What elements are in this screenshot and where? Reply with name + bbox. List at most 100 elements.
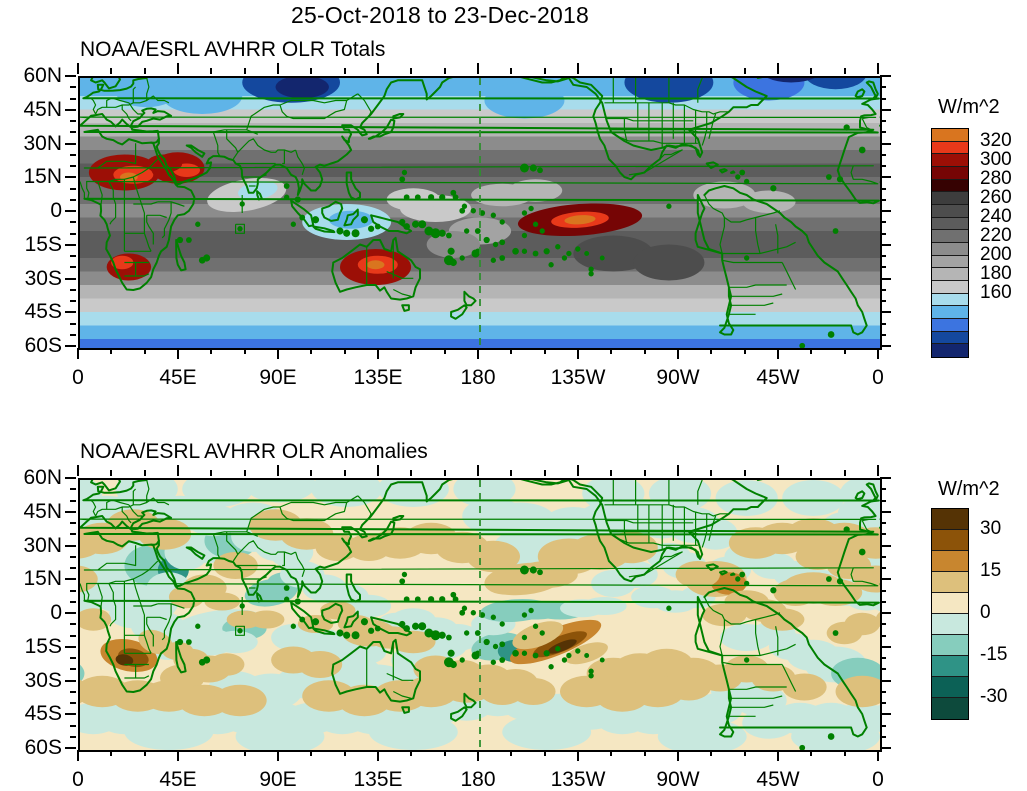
y-tick-right [880, 702, 886, 704]
x-tick-top [610, 470, 613, 476]
x-tick-top [343, 470, 346, 476]
colorbar-tick-label: 30 [980, 518, 1002, 539]
colorbar-tick-label: 160 [980, 281, 1012, 303]
x-axis-label: 0 [72, 768, 84, 791]
y-tick-right [880, 488, 886, 491]
colorbar-tick-label: 220 [980, 224, 1012, 246]
y-axis-label: 30S [24, 266, 62, 290]
x-tick [377, 348, 379, 359]
colorbar-tick-label: 0 [980, 602, 991, 623]
colorbar-band [932, 141, 968, 155]
panel-title-anomalies: NOAA/ESRL AVHRR OLR Anomalies [80, 440, 428, 463]
x-tick [243, 348, 246, 354]
y-tick-right [880, 477, 891, 479]
colorbar-tick-label: 300 [980, 148, 1012, 170]
x-tick-top [410, 68, 413, 74]
y-tick [65, 243, 76, 246]
y-tick [70, 735, 76, 738]
y-tick-right [880, 255, 886, 257]
y-tick [70, 255, 76, 257]
colorbar-tick-label: 200 [980, 243, 1012, 265]
y-axis-label: 60S [24, 334, 62, 357]
colorbar-band [932, 656, 968, 677]
y-tick-right [880, 747, 891, 749]
colorbar-tick-label: 15 [980, 560, 1002, 581]
x-tick [643, 348, 646, 354]
x-tick [177, 348, 179, 359]
x-tick-top [277, 465, 279, 476]
y-axis-label: 60N [23, 466, 62, 489]
y-tick-right [880, 567, 886, 569]
y-tick-right [880, 690, 886, 693]
x-tick-top [477, 465, 479, 476]
x-tick [710, 348, 713, 354]
x-axis-label: 135W [550, 768, 606, 791]
x-tick [710, 750, 713, 756]
x-tick-top [177, 63, 179, 74]
y-axis-label: 0 [50, 601, 62, 624]
y-tick [70, 555, 76, 558]
x-tick [177, 750, 179, 761]
colorbar-units-anomalies: W/m^2 [938, 478, 1000, 500]
colorbar-band [932, 593, 968, 614]
x-axis-label: 90W [656, 366, 700, 389]
y-tick [70, 131, 76, 134]
y-tick-right [880, 210, 891, 212]
x-tick [210, 750, 213, 756]
y-tick-right [880, 522, 886, 524]
x-tick [543, 348, 546, 354]
x-tick-top [143, 470, 146, 476]
y-tick [65, 75, 76, 77]
x-tick [577, 750, 579, 761]
y-axis-label: 15N [23, 567, 62, 591]
x-axis-label: 135E [353, 768, 403, 791]
y-tick-right [880, 142, 891, 145]
x-tick-top [843, 470, 846, 476]
colorbar-band [932, 230, 968, 243]
x-tick-top [777, 465, 779, 476]
x-axis-label: 90W [656, 768, 700, 791]
x-tick [877, 348, 879, 359]
map-plot-totals[interactable] [78, 76, 882, 350]
panel-title-totals: NOAA/ESRL AVHRR OLR Totals [80, 38, 386, 61]
x-tick [510, 348, 513, 354]
y-tick [70, 97, 76, 100]
x-tick [343, 750, 346, 756]
y-tick [70, 690, 76, 693]
map-plot-anomalies[interactable] [78, 478, 882, 752]
x-tick-top [510, 68, 513, 74]
x-axis-label: 180 [460, 768, 496, 791]
colorbar-band [932, 614, 968, 635]
x-tick [310, 750, 313, 756]
y-tick-right [880, 165, 886, 167]
x-tick-top [777, 63, 779, 74]
y-tick [70, 300, 76, 302]
x-tick [210, 348, 213, 354]
y-axis-label: 15S [24, 634, 62, 658]
x-tick-top [877, 63, 879, 74]
colorbar-band [932, 129, 968, 142]
y-tick [65, 510, 76, 513]
x-tick-top [843, 68, 846, 74]
x-tick [777, 348, 779, 359]
x-tick [377, 750, 379, 761]
y-tick-right [880, 499, 886, 502]
y-tick-right [880, 589, 886, 592]
x-tick [543, 750, 546, 756]
x-tick-top [210, 470, 213, 476]
x-tick-top [810, 470, 813, 476]
y-tick [70, 634, 76, 637]
y-tick-right [880, 277, 891, 280]
y-tick-right [880, 544, 891, 547]
colorbar-totals[interactable] [931, 128, 969, 358]
y-tick [70, 499, 76, 502]
x-tick [77, 750, 79, 761]
x-tick-top [543, 68, 546, 74]
colorbar-anomalies[interactable] [931, 508, 969, 720]
x-tick-top [743, 68, 746, 74]
y-axis-label: 30S [24, 668, 62, 692]
y-axis-label: 45S [24, 702, 62, 726]
y-tick [65, 645, 76, 648]
y-tick [70, 322, 76, 325]
